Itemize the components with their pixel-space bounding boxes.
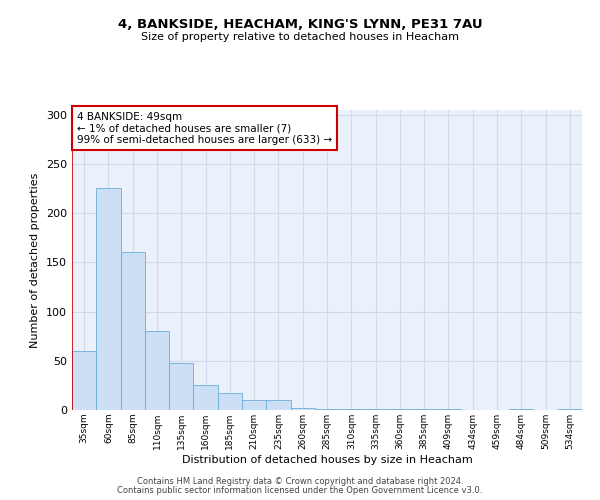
X-axis label: Distribution of detached houses by size in Heacham: Distribution of detached houses by size … bbox=[182, 454, 472, 464]
Bar bbox=[558, 409, 582, 410]
Bar bbox=[121, 252, 145, 410]
Bar bbox=[339, 409, 364, 410]
Bar bbox=[388, 409, 412, 410]
Bar bbox=[436, 409, 461, 410]
Bar bbox=[72, 351, 96, 410]
Bar bbox=[509, 409, 533, 410]
Text: 4 BANKSIDE: 49sqm
← 1% of detached houses are smaller (7)
99% of semi-detached h: 4 BANKSIDE: 49sqm ← 1% of detached house… bbox=[77, 112, 332, 144]
Bar bbox=[169, 363, 193, 410]
Y-axis label: Number of detached properties: Number of detached properties bbox=[31, 172, 40, 348]
Bar bbox=[364, 409, 388, 410]
Bar bbox=[266, 400, 290, 410]
Bar bbox=[242, 400, 266, 410]
Text: Contains public sector information licensed under the Open Government Licence v3: Contains public sector information licen… bbox=[118, 486, 482, 495]
Bar bbox=[145, 332, 169, 410]
Bar bbox=[96, 188, 121, 410]
Bar bbox=[315, 409, 339, 410]
Bar bbox=[290, 408, 315, 410]
Text: 4, BANKSIDE, HEACHAM, KING'S LYNN, PE31 7AU: 4, BANKSIDE, HEACHAM, KING'S LYNN, PE31 … bbox=[118, 18, 482, 30]
Text: Size of property relative to detached houses in Heacham: Size of property relative to detached ho… bbox=[141, 32, 459, 42]
Bar bbox=[218, 394, 242, 410]
Bar bbox=[193, 386, 218, 410]
Text: Contains HM Land Registry data © Crown copyright and database right 2024.: Contains HM Land Registry data © Crown c… bbox=[137, 477, 463, 486]
Bar bbox=[412, 409, 436, 410]
